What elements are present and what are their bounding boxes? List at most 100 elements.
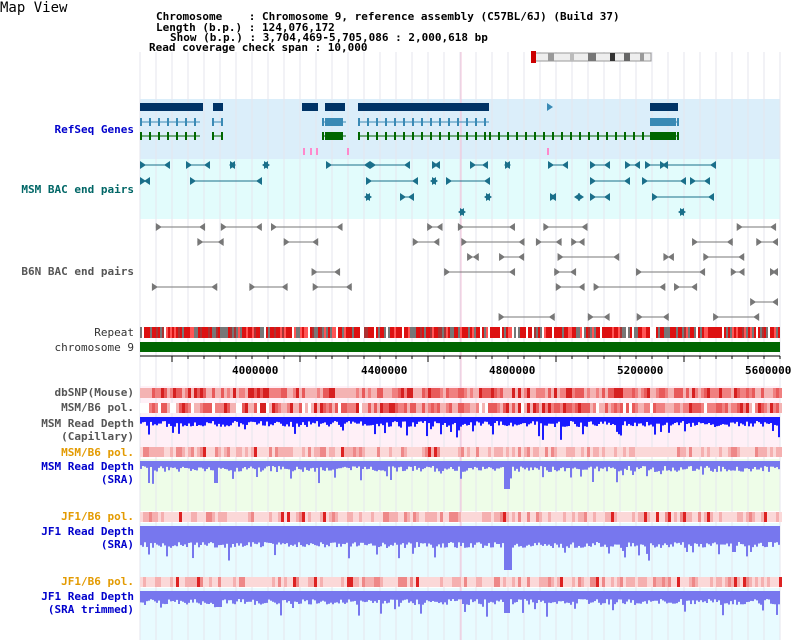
jf1-pol2-cell xyxy=(257,577,260,587)
dbsnp-cell xyxy=(554,388,557,398)
msm-bac-pair-end xyxy=(430,177,436,185)
jf1-trim-depth-bar xyxy=(512,591,514,605)
jf1-sra-depth-bar xyxy=(766,526,768,547)
jf1-pol-cell xyxy=(458,512,461,522)
jf1-pol2-cell xyxy=(251,577,254,587)
msm-pol2-cell xyxy=(140,447,143,457)
jf1-sra-depth-bar xyxy=(728,526,730,547)
jf1-trim-depth-bar xyxy=(560,591,562,602)
msm-sra-depth-bar xyxy=(422,461,424,470)
repeat-segment xyxy=(508,327,510,338)
jf1-trim-depth-bar xyxy=(222,591,224,601)
jf1-sra-depth-bar xyxy=(218,526,220,546)
jf1-sra-depth-bar xyxy=(656,526,658,547)
jf1-trim-depth-bar xyxy=(344,591,346,604)
msm-sra-depth-bar xyxy=(366,461,368,470)
capillary-depth-bar xyxy=(662,417,664,426)
msm-pol2-cell xyxy=(368,447,371,457)
repeat-segment xyxy=(734,327,736,338)
jf1-pol2-cell xyxy=(485,577,488,587)
jf1-trim-depth-bar xyxy=(176,591,178,600)
dbsnp-cell xyxy=(179,388,182,398)
dbsnp-cell xyxy=(173,388,176,398)
capillary-depth-bar xyxy=(704,417,706,425)
msm-sra-depth-bar xyxy=(184,461,186,468)
repeat-segment xyxy=(726,327,728,338)
jf1-sra-depth-bar xyxy=(316,526,318,546)
track-label-msm-bac[interactable]: MSM BAC end pairs xyxy=(21,183,134,196)
msm-sra-depth-bar xyxy=(286,461,288,469)
msm-sra-depth-bar xyxy=(380,461,382,471)
capillary-depth-bar xyxy=(764,417,766,423)
jf1-sra-depth-bar xyxy=(266,526,268,543)
jf1-pol2-cell xyxy=(770,577,773,587)
capillary-depth-bar xyxy=(566,417,568,427)
dbsnp-cell xyxy=(326,388,329,398)
jf1-sra-depth-bar xyxy=(592,526,594,544)
exon xyxy=(489,132,491,140)
jf1-pol2-cell xyxy=(680,577,683,587)
jf1-pol-cell xyxy=(242,512,245,522)
jf1-pol-cell xyxy=(707,512,710,522)
msm-pol2-cell xyxy=(719,447,722,457)
capillary-depth-bar xyxy=(644,417,646,427)
jf1-sra-depth-bar xyxy=(686,526,688,552)
jf1-trim-depth-bar xyxy=(450,591,452,601)
capillary-depth-bar xyxy=(504,417,506,426)
jf1-trim-depth-bar xyxy=(618,591,620,600)
capillary-depth-bar xyxy=(778,417,780,438)
msm-pol2-cell xyxy=(734,447,737,457)
b6n-bac-pair-end xyxy=(220,223,227,231)
repeat-segment xyxy=(492,327,494,338)
jf1-pol2-cell xyxy=(695,577,698,587)
jf1-sra-depth-bar xyxy=(644,526,646,547)
msm-pol2-cell xyxy=(458,447,461,457)
jf1-pol2-cell xyxy=(761,577,764,587)
jf1-sra-depth-bar xyxy=(192,526,194,559)
track-label-msm-depth-cap-sub: (Capillary) xyxy=(61,430,134,443)
msm-sra-depth-bar xyxy=(436,461,438,469)
dbsnp-cell xyxy=(611,388,614,398)
jf1-sra-depth-bar xyxy=(430,526,432,545)
snp-marker xyxy=(303,148,305,155)
jf1-sra-depth-bar xyxy=(294,526,296,545)
jf1-pol2-cell xyxy=(392,577,395,587)
msm-pol2-cell xyxy=(746,447,749,457)
jf1-sra-depth-bar xyxy=(710,526,712,546)
dbsnp-cell xyxy=(458,388,461,398)
msm-pol-cell xyxy=(215,403,218,413)
track-label-b6n-bac[interactable]: B6N BAC end pairs xyxy=(21,265,134,278)
repeat-segment xyxy=(612,327,614,338)
jf1-trim-depth-bar xyxy=(574,591,576,609)
msm-pol-cell xyxy=(194,403,197,413)
msm-pol-cell xyxy=(473,403,476,413)
msm-sra-depth-bar xyxy=(766,461,768,467)
capillary-depth-bar xyxy=(156,417,158,426)
msm-sra-depth-bar xyxy=(498,461,500,469)
dbsnp-cell xyxy=(566,388,569,398)
jf1-sra-depth-bar xyxy=(432,526,434,548)
jf1-trim-depth-bar xyxy=(634,591,636,605)
msm-pol-cell xyxy=(263,403,266,413)
jf1-pol-cell xyxy=(698,512,701,522)
capillary-depth-bar xyxy=(710,417,712,425)
msm-bac-pair-end xyxy=(446,177,452,185)
capillary-depth-bar xyxy=(714,417,716,427)
capillary-depth-bar xyxy=(208,417,210,424)
dbsnp-cell xyxy=(743,388,746,398)
msm-sra-depth-bar xyxy=(164,461,166,472)
capillary-depth-bar xyxy=(580,417,582,423)
jf1-pol2-cell xyxy=(377,577,380,587)
jf1-sra-depth-bar xyxy=(140,526,142,546)
track-label-refseq[interactable]: RefSeq Genes xyxy=(54,123,134,136)
msm-pol2-cell xyxy=(452,447,455,457)
repeat-segment xyxy=(706,327,708,338)
msm-pol-cell xyxy=(209,403,212,413)
msm-pol-cell xyxy=(314,403,317,413)
exon xyxy=(597,132,599,140)
jf1-sra-depth-bar xyxy=(594,526,596,546)
jf1-trim-depth-bar xyxy=(506,591,508,613)
msm-sra-depth-bar xyxy=(316,461,318,468)
msm-pol2-cell xyxy=(611,447,614,457)
